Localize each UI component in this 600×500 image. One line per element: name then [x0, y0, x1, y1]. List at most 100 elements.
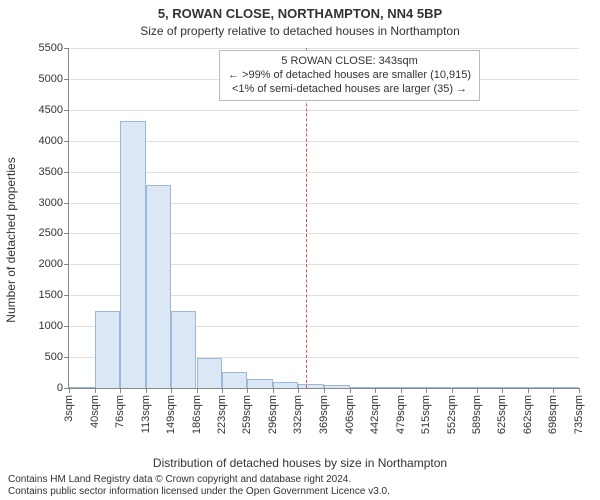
xtick-label: 76sqm — [114, 395, 126, 428]
footer-attribution: Contains HM Land Registry data © Crown c… — [8, 474, 592, 498]
chart-title: 5, ROWAN CLOSE, NORTHAMPTON, NN4 5BP — [0, 6, 600, 21]
ytick-label: 5000 — [39, 73, 63, 85]
xtick-mark — [528, 388, 529, 393]
xtick-mark — [247, 388, 248, 393]
footer-line: Contains public sector information licen… — [8, 486, 592, 498]
ytick-label: 0 — [57, 382, 63, 394]
histogram-bar — [528, 387, 553, 388]
ytick-mark — [64, 48, 69, 49]
legend-line: <1% of semi-detached houses are larger (… — [228, 83, 471, 97]
plot-area: 0500100015002000250030003500400045005000… — [68, 48, 579, 389]
histogram-bar — [350, 387, 375, 388]
xtick-mark — [502, 388, 503, 393]
ytick-mark — [64, 172, 69, 173]
ytick-label: 1500 — [39, 289, 63, 301]
chart-container: 5, ROWAN CLOSE, NORTHAMPTON, NN4 5BP Siz… — [0, 0, 600, 500]
xtick-label: 625sqm — [496, 395, 508, 434]
histogram-bar — [426, 387, 452, 388]
xtick-label: 369sqm — [318, 395, 330, 434]
xtick-mark — [69, 388, 70, 393]
ytick-label: 4000 — [39, 135, 63, 147]
ytick-mark — [64, 264, 69, 265]
xtick-mark — [579, 388, 580, 393]
legend-line: ← >99% of detached houses are smaller (1… — [228, 69, 471, 83]
xtick-mark — [324, 388, 325, 393]
x-axis-label: Distribution of detached houses by size … — [0, 456, 600, 470]
histogram-bar — [171, 311, 197, 388]
ytick-mark — [64, 326, 69, 327]
xtick-label: 259sqm — [241, 395, 253, 434]
xtick-label: 735sqm — [573, 395, 585, 434]
y-axis-label: Number of detached properties — [4, 0, 18, 240]
histogram-bar — [477, 387, 502, 388]
legend-box: 5 ROWAN CLOSE: 343sqm← >99% of detached … — [219, 50, 480, 101]
gridline-h — [69, 110, 579, 111]
xtick-label: 406sqm — [344, 395, 356, 434]
ytick-mark — [64, 79, 69, 80]
xtick-label: 186sqm — [191, 395, 203, 434]
xtick-label: 223sqm — [216, 395, 228, 434]
chart-subtitle: Size of property relative to detached ho… — [0, 24, 600, 38]
ytick-mark — [64, 141, 69, 142]
ytick-label: 4500 — [39, 104, 63, 116]
xtick-mark — [477, 388, 478, 393]
ytick-label: 3000 — [39, 197, 63, 209]
histogram-bar — [69, 387, 95, 388]
xtick-mark — [273, 388, 274, 393]
histogram-bar — [222, 372, 247, 388]
xtick-mark — [452, 388, 453, 393]
ytick-label: 1000 — [39, 320, 63, 332]
xtick-label: 3sqm — [63, 395, 75, 422]
xtick-mark — [375, 388, 376, 393]
xtick-mark — [553, 388, 554, 393]
histogram-bar — [273, 382, 298, 388]
xtick-label: 149sqm — [165, 395, 177, 434]
xtick-label: 113sqm — [140, 395, 152, 433]
histogram-bar — [553, 387, 579, 388]
histogram-bar — [502, 387, 528, 388]
ytick-mark — [64, 110, 69, 111]
xtick-label: 698sqm — [547, 395, 559, 434]
xtick-label: 515sqm — [420, 395, 432, 434]
histogram-bar — [324, 385, 350, 388]
ytick-label: 3500 — [39, 166, 63, 178]
xtick-label: 552sqm — [446, 395, 458, 434]
xtick-mark — [298, 388, 299, 393]
ytick-label: 500 — [45, 351, 63, 363]
xtick-mark — [120, 388, 121, 393]
xtick-mark — [197, 388, 198, 393]
gridline-h — [69, 48, 579, 49]
histogram-bar — [95, 311, 120, 388]
ytick-mark — [64, 233, 69, 234]
xtick-label: 662sqm — [522, 395, 534, 434]
xtick-mark — [401, 388, 402, 393]
legend-line: 5 ROWAN CLOSE: 343sqm — [228, 55, 471, 69]
ytick-mark — [64, 357, 69, 358]
histogram-bar — [401, 387, 426, 388]
ytick-mark — [64, 203, 69, 204]
xtick-label: 442sqm — [369, 395, 381, 434]
xtick-label: 40sqm — [89, 395, 101, 428]
xtick-label: 296sqm — [267, 395, 279, 434]
histogram-bar — [298, 384, 324, 388]
histogram-bar — [146, 185, 171, 388]
histogram-bar — [247, 379, 273, 388]
xtick-mark — [95, 388, 96, 393]
xtick-label: 589sqm — [471, 395, 483, 434]
xtick-mark — [171, 388, 172, 393]
xtick-mark — [350, 388, 351, 393]
xtick-label: 332sqm — [292, 395, 304, 434]
xtick-mark — [222, 388, 223, 393]
xtick-label: 479sqm — [395, 395, 407, 434]
histogram-bar — [375, 387, 401, 388]
histogram-bar — [120, 121, 146, 388]
footer-line: Contains HM Land Registry data © Crown c… — [8, 474, 592, 486]
ytick-label: 2500 — [39, 227, 63, 239]
histogram-bar — [452, 387, 478, 388]
xtick-mark — [146, 388, 147, 393]
ytick-mark — [64, 295, 69, 296]
histogram-bar — [197, 358, 223, 388]
ytick-label: 2000 — [39, 258, 63, 270]
ytick-label: 5500 — [39, 42, 63, 54]
xtick-mark — [426, 388, 427, 393]
